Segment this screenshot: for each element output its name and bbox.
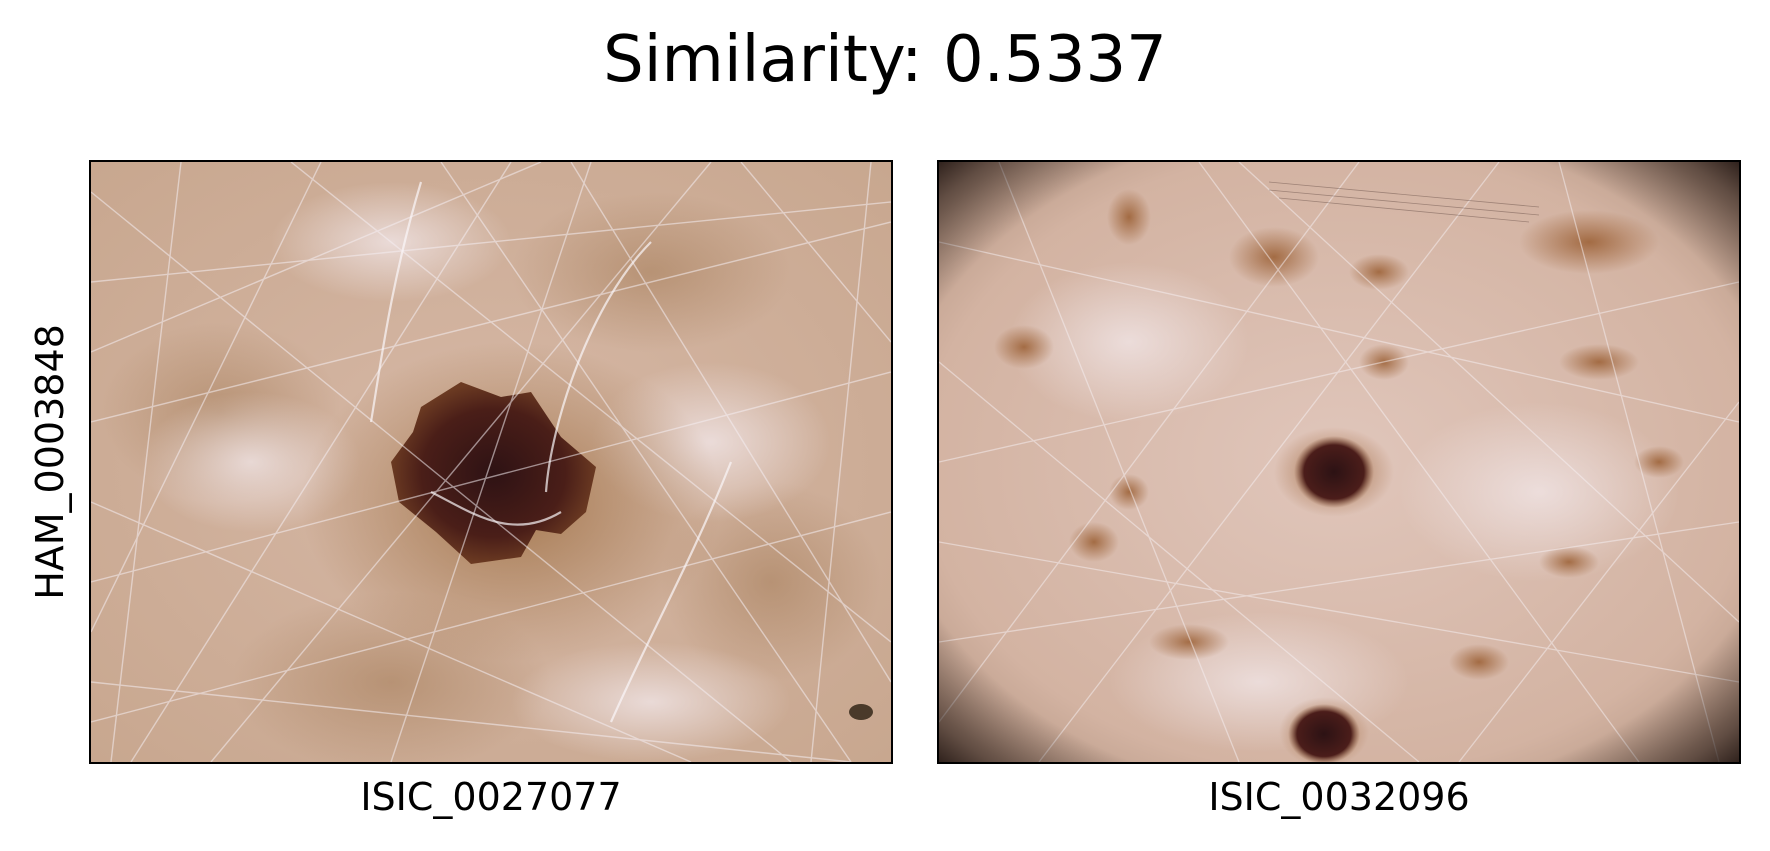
image-label-right: ISIC_0032096 — [1208, 775, 1470, 819]
row-label: HAM_0003848 — [28, 324, 72, 600]
image-label-left: ISIC_0027077 — [360, 775, 622, 819]
figure-title: Similarity: 0.5337 — [603, 23, 1167, 97]
dermoscopy-image-left — [89, 160, 893, 764]
dermoscopy-image-right — [937, 160, 1741, 764]
